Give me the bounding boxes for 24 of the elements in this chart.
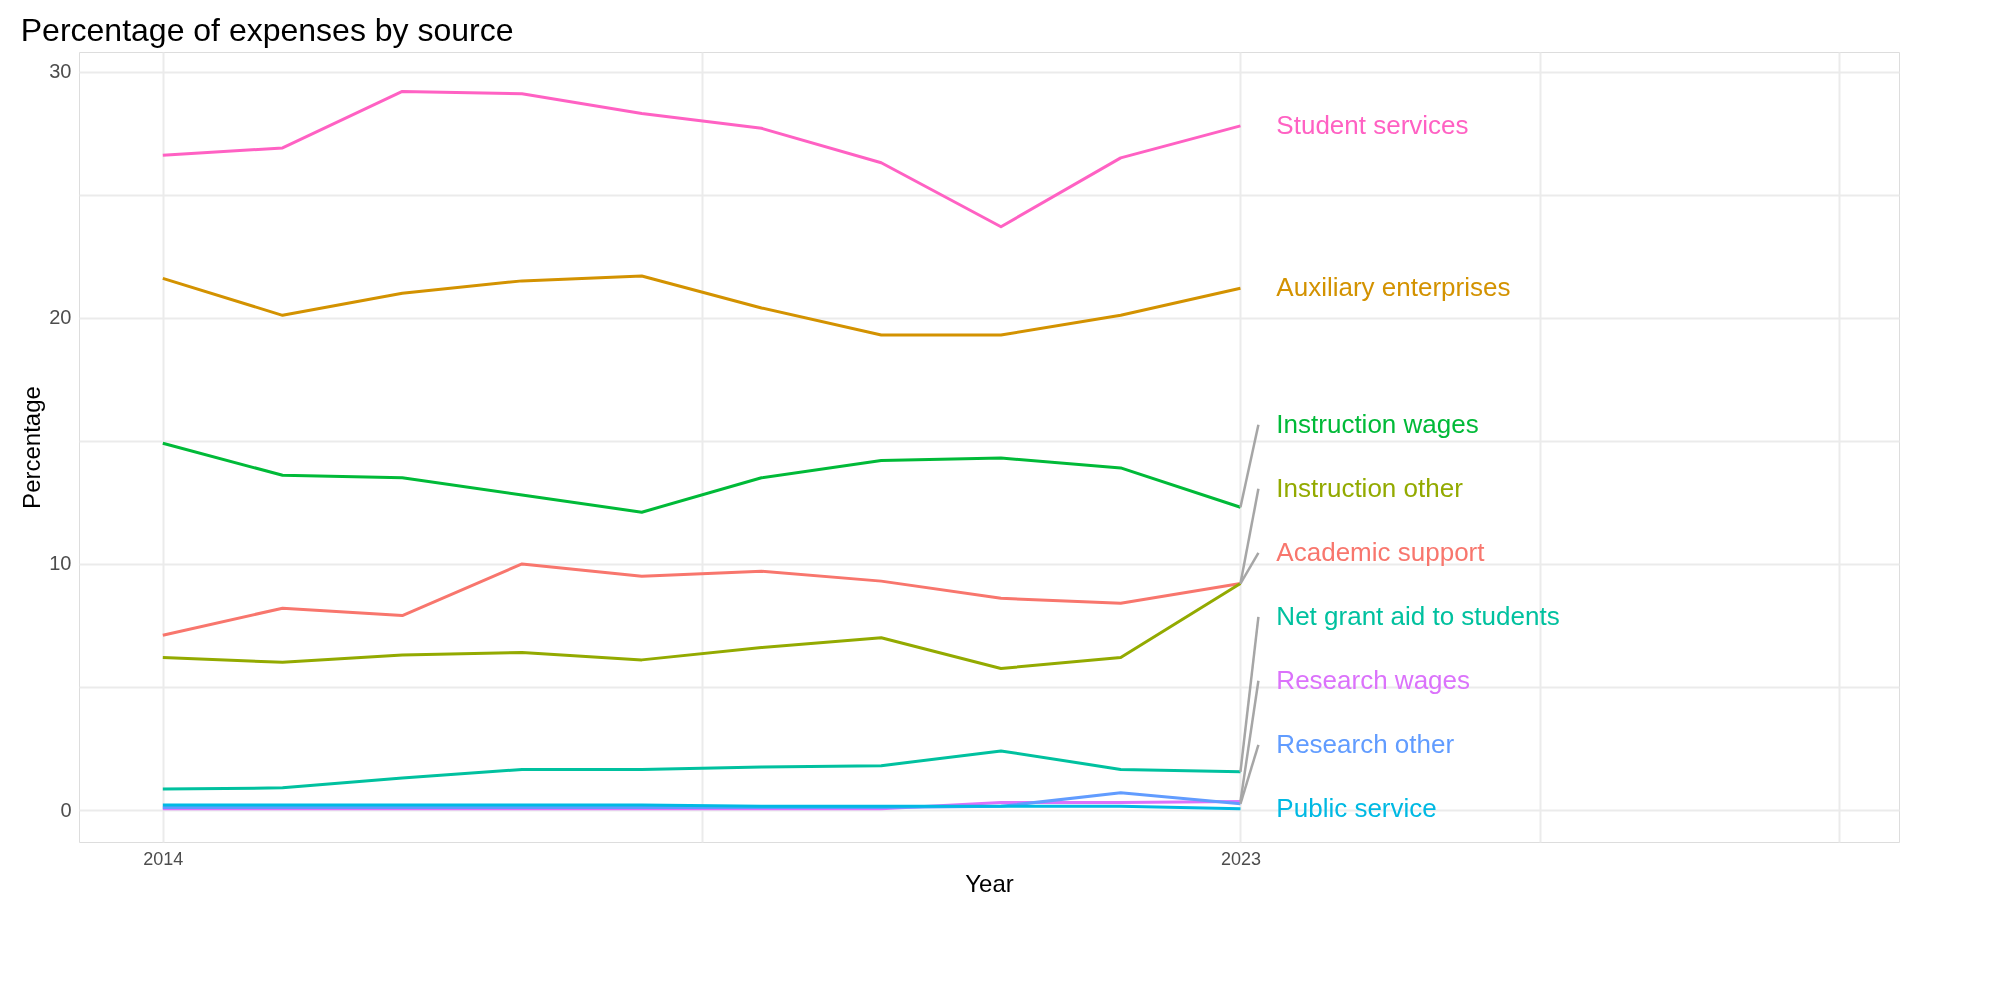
- line-series: [161, 89, 1242, 229]
- x-tick-label: 2014: [143, 848, 184, 869]
- y-tick-label: 30: [49, 60, 72, 83]
- x-tick-label: 2023: [1220, 848, 1261, 869]
- y-axis-title: Percentage: [18, 386, 46, 509]
- line-series: [161, 441, 1242, 514]
- line-series: [161, 582, 1242, 670]
- text: Instruction other: [1276, 472, 1464, 503]
- line-series: [161, 749, 1242, 791]
- y-tick-label: 10: [49, 552, 72, 575]
- line-series: [161, 562, 1242, 637]
- text: Instruction wages: [1276, 408, 1479, 439]
- line-series: [161, 274, 1242, 337]
- series-label: Public service: [1276, 792, 1437, 823]
- series-label: Student services: [1276, 109, 1469, 140]
- y-tick-label: 20: [49, 306, 72, 329]
- text: Net grant aid to students: [1276, 600, 1560, 631]
- chart-title: Percentage of expenses by source: [20, 12, 514, 48]
- text: Research wages: [1276, 664, 1471, 695]
- x-axis-title: Year: [965, 869, 1014, 897]
- series-label: Auxiliary enterprises: [1276, 272, 1511, 303]
- y-tick-label: 0: [60, 798, 72, 821]
- series-label: Academic support: [1276, 536, 1486, 567]
- text: Research other: [1276, 728, 1455, 759]
